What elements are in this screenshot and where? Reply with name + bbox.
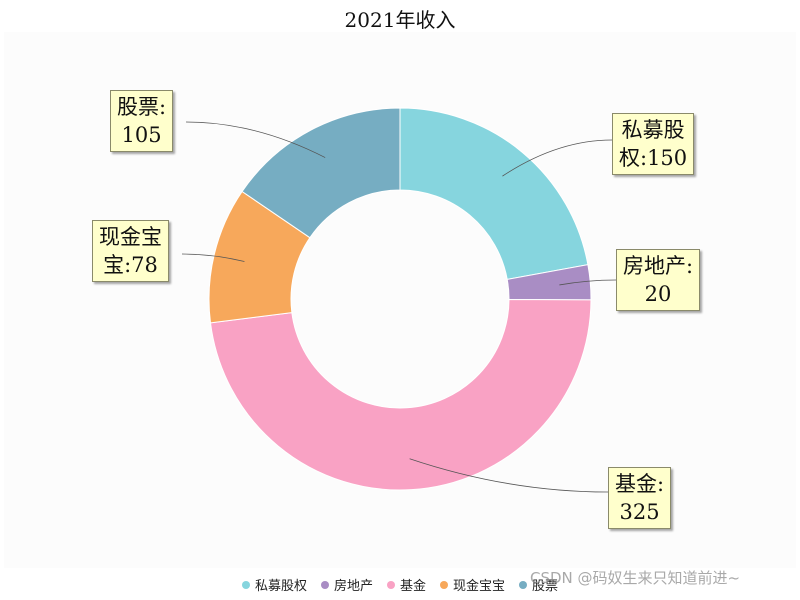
label-cash-line1: 现金宝 <box>99 225 162 249</box>
label-private-equity: 私募股 权:150 <box>612 113 695 175</box>
legend-label: 现金宝宝 <box>453 579 506 594</box>
label-real-estate: 房地产: 20 <box>616 249 701 311</box>
leader-line <box>559 279 617 286</box>
legend-marker <box>386 580 395 589</box>
legend-marker <box>519 580 528 589</box>
label-stock-line1: 股票: <box>117 95 167 119</box>
legend-item-stock[interactable]: 股票 <box>519 575 558 594</box>
legend-label: 私募股权 <box>254 579 307 594</box>
legend-item-cash[interactable]: 现金宝宝 <box>440 575 505 594</box>
label-cash: 现金宝 宝:78 <box>92 220 169 282</box>
label-private-equity-line2: 权:150 <box>619 146 688 170</box>
label-fund-line1: 基金: <box>615 472 665 496</box>
label-cash-line2: 宝:78 <box>103 253 158 277</box>
legend-item-real-estate[interactable]: 房地产 <box>320 575 373 594</box>
label-real-estate-line1: 房地产: <box>623 254 694 278</box>
watermark: CSDN @码奴生来只知道前进~ <box>530 569 741 587</box>
label-fund: 基金: 325 <box>608 467 672 529</box>
label-real-estate-line2: 20 <box>644 282 672 306</box>
legend-marker <box>440 580 448 589</box>
label-stock-line2: 105 <box>121 123 162 147</box>
slice-stock[interactable] <box>241 107 401 239</box>
chart-legend: 私募股权 房地产 基金 现金宝宝 股票 <box>0 575 800 594</box>
legend-label: 房地产 <box>333 579 373 594</box>
slice-private-equity[interactable] <box>399 107 589 280</box>
legend-item-fund[interactable]: 基金 <box>386 575 426 594</box>
legend-label: 基金 <box>399 579 426 594</box>
leader-line <box>185 121 326 158</box>
leader-line <box>502 139 613 177</box>
label-stock: 股票: 105 <box>110 90 174 152</box>
legend-label: 股票 <box>532 579 559 594</box>
leader-line <box>409 458 609 493</box>
legend-marker <box>241 580 250 589</box>
leader-line <box>181 253 245 262</box>
chart-title: 2021年收入 <box>344 8 456 32</box>
legend-item-private-equity[interactable]: 私募股权 <box>241 575 307 594</box>
slice-fund[interactable] <box>209 299 592 491</box>
label-fund-line2: 325 <box>619 500 660 524</box>
label-private-equity-line1: 私募股 <box>621 118 685 142</box>
legend-marker <box>320 580 329 589</box>
